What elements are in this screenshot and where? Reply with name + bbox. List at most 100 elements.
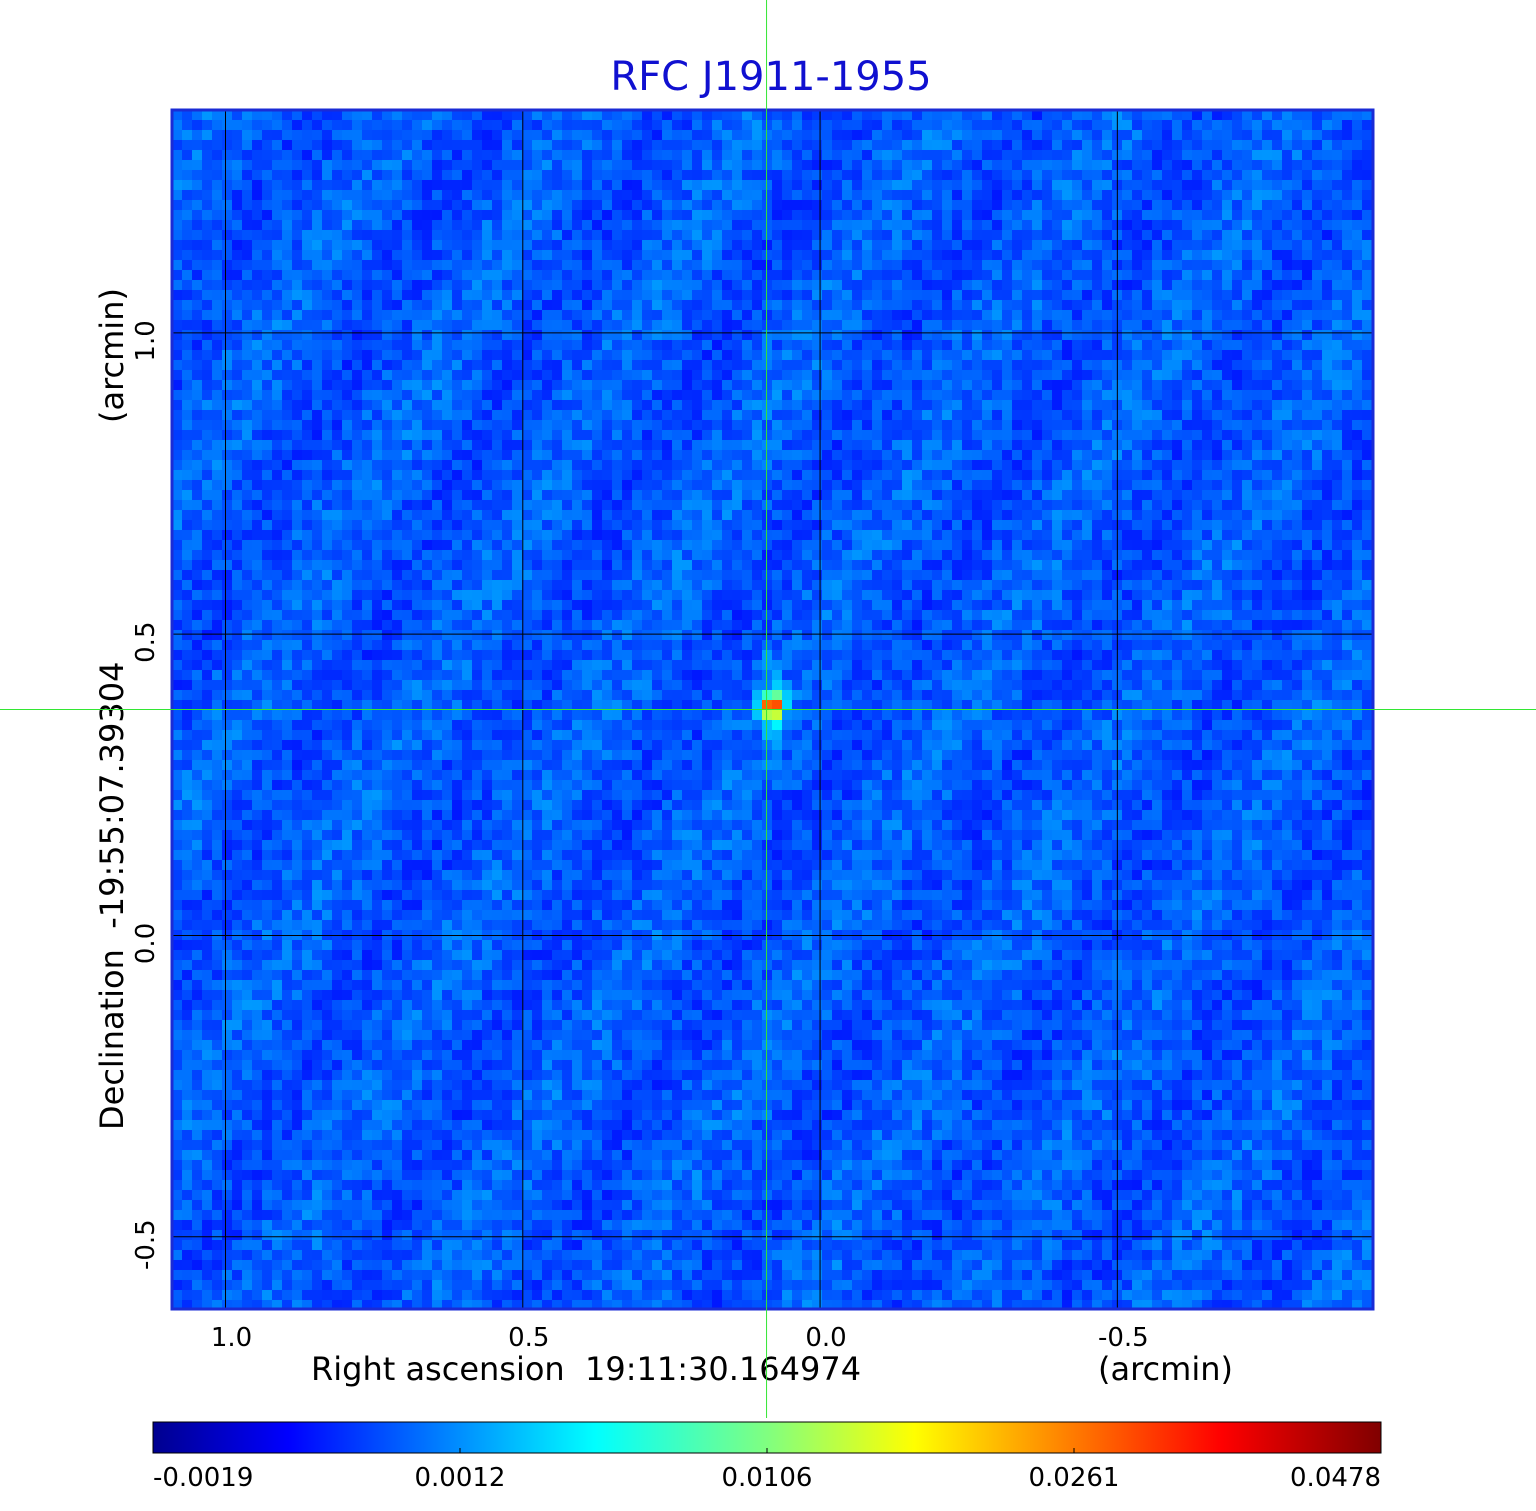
heatmap-pixel: [242, 270, 253, 281]
heatmap-pixel: [372, 480, 383, 491]
heatmap-pixel: [712, 510, 723, 521]
heatmap-pixel: [1312, 140, 1323, 151]
heatmap-pixel: [482, 290, 493, 301]
heatmap-pixel: [382, 200, 393, 211]
heatmap-pixel: [632, 460, 643, 471]
heatmap-pixel: [812, 390, 823, 401]
heatmap-pixel: [922, 430, 933, 441]
heatmap-pixel: [312, 160, 323, 171]
heatmap-pixel: [962, 300, 973, 311]
heatmap-pixel: [372, 370, 383, 381]
heatmap-pixel: [962, 380, 973, 391]
heatmap-pixel: [212, 500, 223, 511]
heatmap-pixel: [1172, 300, 1183, 311]
heatmap-pixel: [312, 390, 323, 401]
heatmap-pixel: [332, 510, 343, 521]
heatmap-pixel: [1202, 210, 1213, 221]
heatmap-pixel: [612, 140, 623, 151]
heatmap-pixel: [1052, 500, 1063, 511]
heatmap-pixel: [292, 250, 303, 261]
heatmap-pixel: [602, 360, 613, 371]
heatmap-pixel: [392, 180, 403, 191]
heatmap-pixel: [722, 210, 733, 221]
heatmap-pixel: [782, 410, 793, 421]
heatmap-pixel: [1082, 430, 1093, 441]
heatmap-pixel: [572, 350, 583, 361]
heatmap-pixel: [742, 160, 753, 171]
heatmap-pixel: [1062, 460, 1073, 471]
heatmap-pixel: [1182, 150, 1193, 161]
heatmap-pixel: [482, 420, 493, 431]
heatmap-pixel: [902, 420, 913, 431]
heatmap-pixel: [352, 410, 363, 421]
heatmap-pixel: [612, 290, 623, 301]
heatmap-pixel: [442, 120, 453, 131]
heatmap-pixel: [1062, 440, 1073, 451]
heatmap-pixel: [282, 450, 293, 461]
heatmap-pixel: [392, 270, 403, 281]
heatmap-pixel: [732, 110, 743, 121]
heatmap-pixel: [1202, 200, 1213, 211]
heatmap-pixel: [222, 240, 233, 251]
heatmap-pixel: [832, 420, 843, 431]
heatmap-pixel: [782, 330, 793, 341]
heatmap-pixel: [362, 330, 373, 341]
heatmap-pixel: [1042, 320, 1053, 331]
heatmap-pixel: [1082, 460, 1093, 471]
heatmap-pixel: [602, 190, 613, 201]
heatmap-pixel: [1162, 210, 1173, 221]
heatmap-pixel: [1022, 120, 1033, 131]
heatmap-pixel: [222, 450, 233, 461]
heatmap-pixel: [582, 380, 593, 391]
heatmap-pixel: [1082, 220, 1093, 231]
heatmap-pixel: [912, 180, 923, 191]
heatmap-pixel: [592, 110, 603, 121]
heatmap-pixel: [202, 490, 213, 501]
heatmap-pixel: [452, 190, 463, 201]
heatmap-pixel: [412, 210, 423, 221]
heatmap-pixel: [612, 470, 623, 481]
heatmap-pixel: [712, 180, 723, 191]
heatmap-pixel: [472, 230, 483, 241]
heatmap-pixel: [622, 140, 633, 151]
heatmap-pixel: [882, 290, 893, 301]
heatmap-pixel: [912, 430, 923, 441]
heatmap-pixel: [902, 260, 913, 271]
heatmap-pixel: [382, 160, 393, 171]
heatmap-pixel: [612, 170, 623, 181]
heatmap-pixel: [602, 370, 613, 381]
heatmap-pixel: [1142, 310, 1153, 321]
heatmap-pixel: [502, 400, 513, 411]
heatmap-pixel: [412, 430, 423, 441]
heatmap-pixel: [902, 460, 913, 471]
heatmap-pixel: [202, 200, 213, 211]
heatmap-pixel: [1152, 290, 1163, 301]
heatmap-pixel: [882, 230, 893, 241]
heatmap-pixel: [942, 320, 953, 331]
heatmap-pixel: [922, 480, 933, 491]
heatmap-pixel: [792, 120, 803, 131]
heatmap-pixel: [1362, 360, 1373, 371]
heatmap-pixel: [1272, 250, 1283, 261]
heatmap-pixel: [282, 480, 293, 491]
heatmap-pixel: [1072, 290, 1083, 301]
heatmap-pixel: [1252, 120, 1263, 131]
heatmap-pixel: [172, 190, 183, 201]
heatmap-pixel: [1322, 220, 1333, 231]
heatmap-pixel: [842, 420, 853, 431]
heatmap-pixel: [442, 460, 453, 471]
heatmap-pixel: [982, 480, 993, 491]
heatmap-pixel: [492, 480, 503, 491]
heatmap-pixel: [312, 200, 323, 211]
heatmap-pixel: [502, 430, 513, 441]
heatmap-pixel: [222, 380, 233, 391]
heatmap-pixel: [422, 370, 433, 381]
heatmap-pixel: [232, 170, 243, 181]
heatmap-pixel: [342, 270, 353, 281]
heatmap-pixel: [182, 410, 193, 421]
heatmap-pixel: [942, 490, 953, 501]
heatmap-pixel: [792, 370, 803, 381]
heatmap-pixel: [1222, 270, 1233, 281]
heatmap-pixel: [612, 350, 623, 361]
heatmap-pixel: [752, 430, 763, 441]
